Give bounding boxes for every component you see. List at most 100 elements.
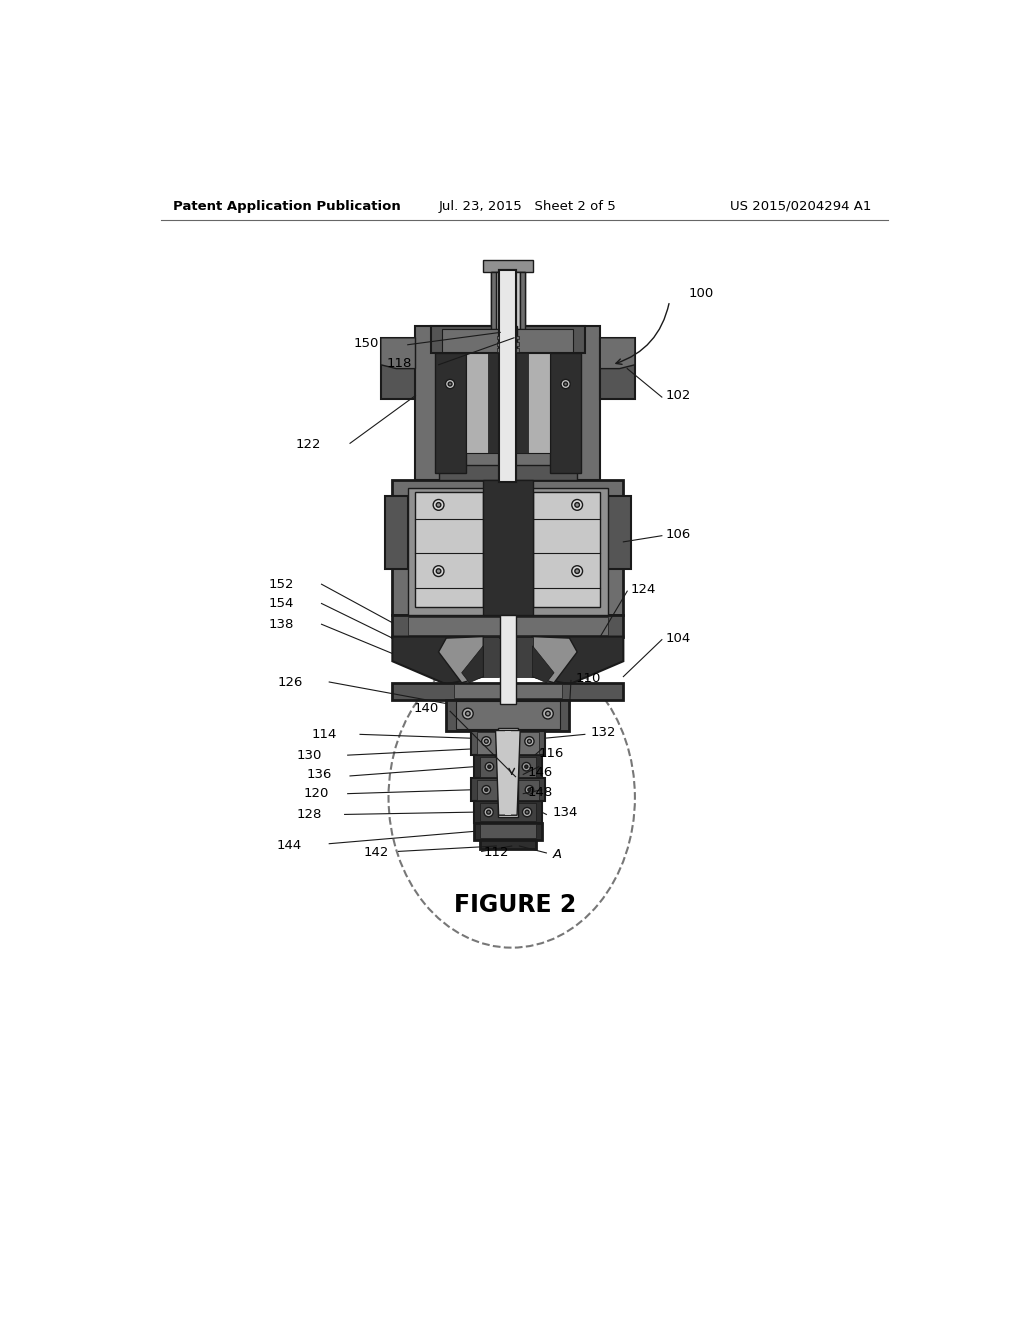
- Text: 148: 148: [527, 785, 552, 799]
- Circle shape: [487, 766, 490, 768]
- Text: 124: 124: [631, 583, 656, 597]
- Bar: [474, 755, 542, 779]
- Text: 134: 134: [553, 807, 578, 820]
- Bar: [483, 480, 532, 615]
- Bar: [500, 271, 516, 482]
- Bar: [416, 492, 483, 607]
- Bar: [408, 488, 608, 615]
- Bar: [497, 342, 500, 346]
- Text: A: A: [553, 847, 561, 861]
- Bar: [608, 496, 631, 569]
- Text: 110: 110: [575, 672, 601, 685]
- Text: 130: 130: [296, 748, 322, 762]
- Circle shape: [527, 739, 531, 743]
- Bar: [483, 260, 532, 272]
- Circle shape: [522, 763, 530, 771]
- Text: 144: 144: [276, 838, 301, 851]
- Circle shape: [486, 810, 490, 814]
- Bar: [471, 779, 545, 801]
- Circle shape: [528, 788, 531, 792]
- Bar: [466, 354, 499, 453]
- Circle shape: [563, 381, 567, 385]
- Circle shape: [525, 766, 528, 768]
- Bar: [600, 338, 635, 400]
- Bar: [550, 354, 581, 473]
- Circle shape: [543, 708, 553, 719]
- Text: 142: 142: [364, 846, 388, 859]
- Bar: [392, 682, 624, 700]
- Bar: [438, 465, 578, 480]
- Bar: [516, 342, 518, 346]
- Polygon shape: [532, 636, 578, 682]
- Text: Jul. 23, 2015   Sheet 2 of 5: Jul. 23, 2015 Sheet 2 of 5: [438, 199, 616, 213]
- Bar: [490, 272, 496, 330]
- Text: 138: 138: [268, 618, 294, 631]
- Circle shape: [436, 569, 441, 573]
- Text: 146: 146: [527, 767, 552, 779]
- Bar: [474, 822, 542, 840]
- Bar: [520, 272, 525, 330]
- Text: 100: 100: [689, 286, 714, 300]
- Polygon shape: [392, 636, 483, 684]
- Bar: [516, 354, 528, 453]
- Polygon shape: [438, 636, 483, 682]
- Circle shape: [571, 499, 583, 511]
- Bar: [416, 326, 600, 480]
- Text: 104: 104: [666, 631, 691, 644]
- Circle shape: [466, 711, 470, 715]
- Polygon shape: [381, 338, 416, 368]
- Bar: [499, 326, 517, 354]
- Bar: [477, 733, 539, 754]
- Bar: [480, 840, 536, 849]
- Text: 120: 120: [304, 787, 330, 800]
- Circle shape: [463, 708, 473, 719]
- Bar: [496, 272, 520, 330]
- Bar: [446, 700, 569, 730]
- Text: 132: 132: [591, 726, 616, 739]
- Bar: [456, 701, 560, 729]
- Bar: [498, 729, 518, 817]
- Text: 116: 116: [539, 747, 564, 760]
- Bar: [454, 684, 562, 698]
- Circle shape: [574, 503, 580, 507]
- Circle shape: [485, 763, 494, 771]
- Circle shape: [546, 711, 550, 715]
- Bar: [497, 335, 500, 339]
- Bar: [505, 730, 511, 816]
- Circle shape: [484, 808, 494, 817]
- Circle shape: [571, 566, 583, 577]
- Polygon shape: [483, 636, 500, 677]
- Bar: [431, 326, 585, 354]
- Text: 102: 102: [666, 389, 691, 403]
- Text: 136: 136: [307, 768, 333, 781]
- Text: 154: 154: [268, 597, 294, 610]
- Bar: [435, 354, 466, 473]
- Bar: [480, 825, 536, 838]
- Bar: [500, 615, 515, 704]
- Circle shape: [525, 737, 535, 746]
- Text: 118: 118: [386, 358, 412, 371]
- Text: US 2015/0204294 A1: US 2015/0204294 A1: [730, 199, 871, 213]
- Bar: [516, 335, 518, 339]
- Bar: [442, 329, 573, 351]
- Circle shape: [484, 788, 487, 792]
- Polygon shape: [496, 730, 520, 816]
- Circle shape: [482, 785, 490, 795]
- Text: FIGURE 2: FIGURE 2: [455, 894, 577, 917]
- Circle shape: [445, 379, 455, 388]
- Bar: [500, 271, 516, 482]
- Bar: [532, 492, 600, 607]
- Text: Patent Application Publication: Patent Application Publication: [173, 199, 400, 213]
- Bar: [517, 354, 550, 453]
- Bar: [477, 780, 539, 800]
- Text: 122: 122: [296, 438, 322, 451]
- Polygon shape: [532, 636, 624, 684]
- Bar: [474, 801, 542, 822]
- Bar: [487, 354, 500, 453]
- Bar: [385, 496, 408, 569]
- Bar: [480, 756, 536, 776]
- Polygon shape: [516, 636, 532, 677]
- Circle shape: [561, 379, 570, 388]
- Circle shape: [484, 739, 488, 743]
- Circle shape: [525, 810, 529, 814]
